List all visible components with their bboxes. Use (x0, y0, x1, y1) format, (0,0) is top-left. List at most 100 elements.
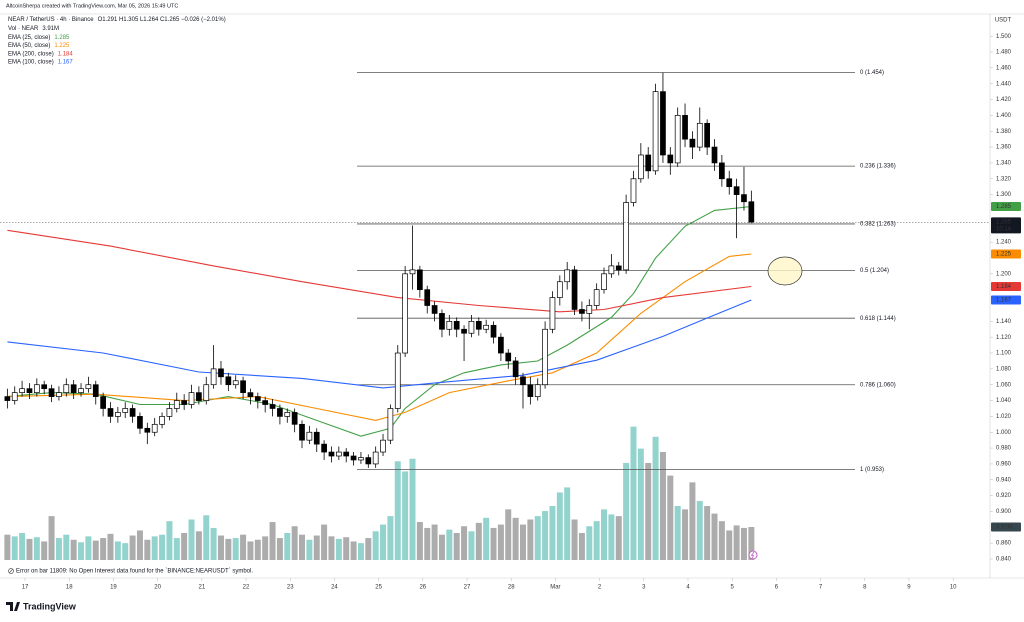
volume-bar (166, 521, 173, 560)
candle-body (490, 324, 497, 338)
candle-body (637, 154, 644, 180)
volume-bar (564, 487, 571, 560)
legend-name: EMA (200, close) (8, 51, 54, 57)
candle-body (358, 457, 364, 461)
candle-body (92, 384, 99, 397)
volume-bar (100, 538, 107, 560)
volume-bar (667, 475, 674, 560)
candle-body (188, 392, 195, 405)
x-tick-label: 24 (331, 585, 338, 591)
event-icon[interactable] (748, 550, 758, 560)
x-tick-label: 8 (863, 585, 867, 591)
volume-bar (380, 524, 387, 560)
volume-bar (350, 541, 357, 560)
volume-bar (549, 505, 556, 560)
candle-body (372, 451, 379, 465)
candle-body (4, 396, 11, 401)
volume-bar (711, 513, 718, 560)
x-tick-label: 2 (598, 585, 602, 591)
candle-body (343, 451, 350, 457)
volume-bar (593, 521, 600, 560)
volume-bar (306, 539, 313, 560)
volume-bar (33, 537, 40, 560)
volume-layer (4, 426, 755, 560)
volume-bar (512, 517, 519, 560)
candle-body (498, 336, 504, 354)
legend-value: 1.167 (58, 59, 74, 65)
volume-bar (313, 535, 320, 560)
volume-bar (269, 522, 276, 560)
volume-bar (601, 509, 608, 560)
candle-body (137, 416, 143, 429)
volume-bar (733, 525, 740, 560)
y-tick-label: 1.240 (996, 240, 1012, 246)
volume-bar (181, 532, 188, 560)
candle-body (321, 443, 327, 453)
candle-body (601, 273, 607, 291)
candle-body (409, 269, 416, 275)
candle-body (579, 309, 585, 314)
price-badge (991, 201, 1021, 211)
volume-bar (321, 524, 328, 560)
candle-body (350, 455, 357, 461)
volume-bar (144, 539, 151, 560)
volume-bar (519, 524, 526, 560)
volume-bar (483, 517, 490, 560)
candle-body (446, 320, 453, 330)
ema-line (7, 205, 752, 437)
candle-body (719, 162, 725, 180)
volume-bar (284, 532, 291, 560)
legend: AltcoinSherpa created with TradingView.c… (6, 3, 226, 65)
candle-body (520, 376, 526, 386)
volume-bar (4, 534, 11, 560)
volume-bar (438, 534, 445, 560)
volume-bar (63, 534, 70, 560)
volume-bar (173, 538, 180, 560)
volume-bar (615, 516, 622, 560)
price-badge (991, 295, 1021, 305)
volume-bar (505, 509, 512, 560)
volume-bar (240, 534, 247, 560)
volume-bar (740, 527, 747, 560)
candle-body (313, 431, 320, 445)
volume-bar (416, 522, 423, 560)
volume-bar (122, 543, 129, 560)
candle-body (571, 269, 578, 310)
volume-bar (542, 511, 549, 560)
candle-body (85, 384, 92, 390)
x-tick-label: 4 (686, 585, 690, 591)
volume-bar (217, 535, 224, 560)
legend-name: EMA (100, close) (8, 59, 54, 65)
fib-label: 1 (0.953) (860, 467, 884, 473)
legend-name: EMA (25, close) (8, 35, 50, 41)
brand-logo (6, 602, 20, 611)
y-tick-label: 1.120 (996, 335, 1012, 341)
volume-bar (357, 543, 364, 560)
candle-body (159, 416, 165, 425)
volume-bar (718, 521, 725, 560)
candle-body (439, 313, 445, 330)
chart-title: NEAR / TetherUS · 4h · Binance (8, 17, 94, 23)
volume-legend: Vol · NEAR 3.91M (8, 26, 59, 32)
legend-value: 1.184 (58, 51, 74, 57)
volume-bar (534, 516, 541, 560)
x-tick-label: 20 (154, 585, 161, 591)
volume-bar (328, 536, 335, 560)
volume-bar (696, 500, 703, 560)
y-tick-label: 0.980 (996, 446, 1012, 452)
x-tick-label: 19 (110, 585, 117, 591)
legend-entry: EMA (200, close) 1.184 (8, 51, 73, 57)
volume-bar (461, 526, 468, 560)
candle-body (225, 376, 232, 386)
candle-body (542, 328, 548, 386)
y-tick-label: 1.380 (996, 129, 1012, 135)
y-tick-label: 0.860 (996, 541, 1012, 547)
candle-body (387, 408, 394, 441)
volume-bar (475, 522, 482, 560)
volume-bar (210, 527, 217, 560)
volume-bar (689, 482, 696, 560)
x-tick-label: 6 (775, 585, 779, 591)
volume-bar (262, 536, 269, 560)
candle-body (78, 388, 84, 393)
candle-body (254, 396, 261, 401)
